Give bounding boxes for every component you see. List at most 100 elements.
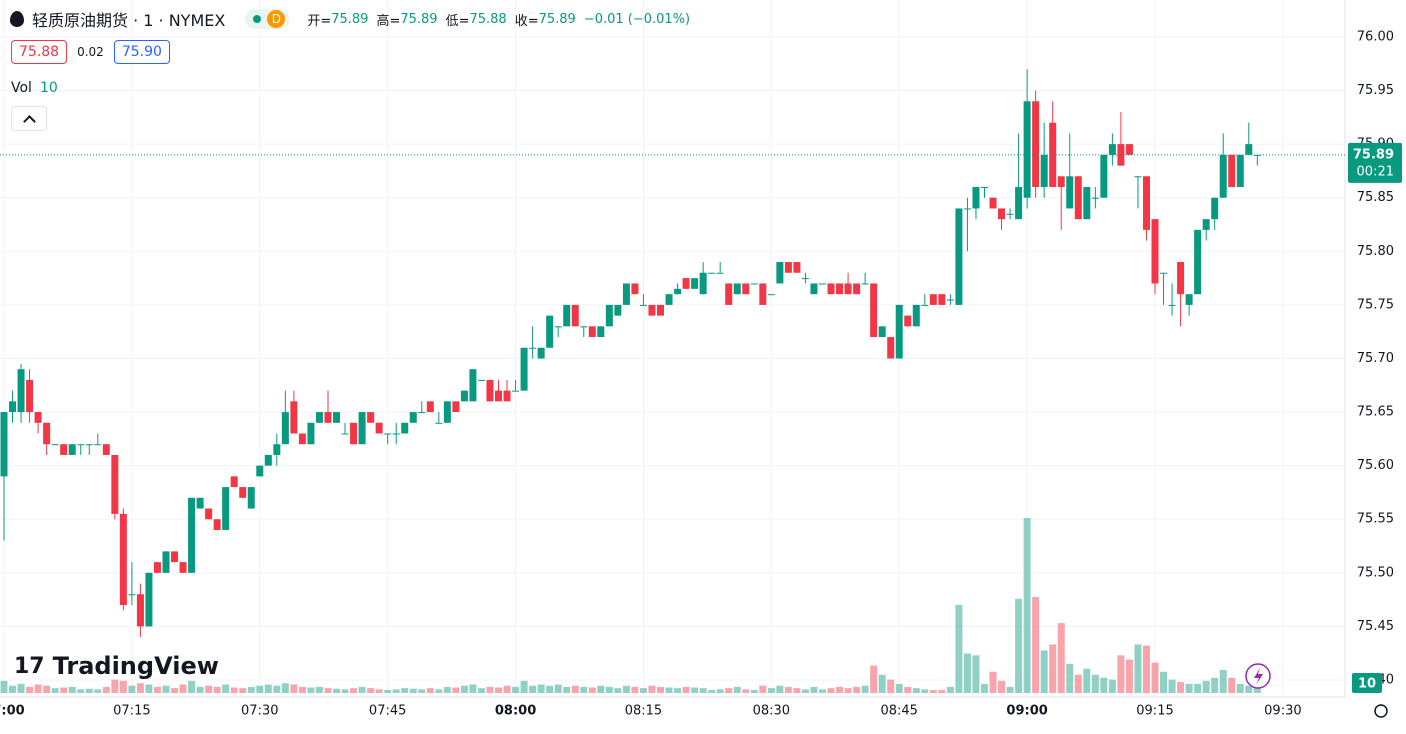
candle-body <box>162 551 170 573</box>
candle-body <box>68 444 76 455</box>
y-tick-label: 75.55 <box>1357 512 1394 527</box>
volume-bar <box>1194 683 1202 693</box>
collapse-button[interactable] <box>11 106 47 131</box>
x-tick-label: 09:00 <box>1006 704 1047 719</box>
volume-bar <box>1134 644 1142 693</box>
x-tick-label: 07:15 <box>113 704 150 719</box>
volume-bar <box>801 689 809 693</box>
candle-body <box>853 283 861 295</box>
volume-bar <box>1211 677 1219 693</box>
candle-body <box>94 444 102 446</box>
volume-bar <box>1083 668 1091 693</box>
candle-body <box>503 390 511 402</box>
candle-body <box>9 401 17 413</box>
candle-body <box>1134 176 1142 178</box>
volume-bar <box>853 686 861 693</box>
volume-bar <box>0 680 8 693</box>
last-price-label: 75.89 <box>1353 147 1394 162</box>
ask-button[interactable]: 75.90 <box>113 40 170 64</box>
volume-bar <box>34 684 42 693</box>
candle-body <box>784 262 792 273</box>
countdown-label: 00:21 <box>1357 164 1394 179</box>
volume-bar <box>529 685 537 693</box>
volume-bar <box>1151 662 1159 693</box>
volume-bar <box>1091 674 1099 693</box>
candle-body <box>196 497 204 509</box>
candle-body <box>929 294 937 305</box>
volume-bar <box>537 684 545 693</box>
candle-body <box>495 390 503 402</box>
candle-body <box>486 379 494 402</box>
bid-button[interactable]: 75.88 <box>11 40 68 64</box>
volume-bar <box>1228 677 1236 693</box>
candle-body <box>1151 219 1159 284</box>
x-tick-label: 07:30 <box>241 704 278 719</box>
candle-body <box>1219 154 1227 198</box>
candle-body <box>776 262 784 284</box>
candle-body <box>844 283 852 295</box>
volume-bar <box>904 686 912 693</box>
candle-body <box>699 272 707 295</box>
volume-bar <box>699 688 707 693</box>
volume-bar <box>1117 655 1125 693</box>
volume-bar <box>128 685 136 693</box>
candle-body <box>1194 229 1202 295</box>
y-tick-label: 75.75 <box>1357 297 1394 312</box>
candle-body <box>188 497 196 573</box>
candle-body <box>1023 101 1031 198</box>
ohlc-label: 高= <box>376 13 401 29</box>
volume-bar <box>1160 671 1168 693</box>
candle-body <box>1083 187 1091 220</box>
candle-body <box>878 326 886 338</box>
candle-body <box>938 294 946 305</box>
candle-body <box>1125 144 1133 155</box>
ohlc-value: 75.88 <box>469 11 507 27</box>
settings-icon[interactable] <box>1374 704 1388 718</box>
candle-body <box>1202 219 1210 230</box>
candle-body <box>827 283 835 295</box>
volume-bar <box>136 683 144 693</box>
volume-bar <box>818 689 826 693</box>
candle-body <box>801 278 809 280</box>
candle-body <box>648 304 656 316</box>
volume-bar <box>554 684 562 693</box>
volume-bar <box>682 686 690 693</box>
candle-body <box>460 390 468 402</box>
volume-bar <box>341 689 349 693</box>
volume-bar <box>767 688 775 693</box>
candle-body <box>818 283 826 285</box>
volume-bar <box>503 685 511 693</box>
volume-bar <box>196 686 204 693</box>
candle-body <box>1032 101 1040 188</box>
candle-body <box>1177 262 1185 295</box>
volume-bar <box>281 683 289 693</box>
volume-bar <box>725 688 733 693</box>
candle-body <box>401 422 409 434</box>
candle-body <box>418 412 426 414</box>
volume-bar <box>171 688 179 693</box>
ohlc-label: 开= <box>307 13 332 29</box>
y-tick-label: 75.50 <box>1357 565 1394 580</box>
volume-value: 10 <box>39 80 58 96</box>
volume-bar <box>563 686 571 693</box>
candle-body <box>375 422 383 434</box>
candle-body <box>921 304 929 306</box>
volume-bar <box>1185 683 1193 693</box>
candle-body <box>537 347 545 359</box>
candle-body <box>665 294 673 305</box>
candle-body <box>222 487 230 530</box>
candle-body <box>1006 213 1014 215</box>
quote-row: 75.88 0.02 75.90 <box>11 40 170 64</box>
volume-bar <box>708 689 716 693</box>
candle-body <box>512 390 520 392</box>
candle-body <box>298 433 306 445</box>
volume-bar <box>597 685 605 693</box>
volume-bar <box>1219 669 1227 693</box>
volume-bar <box>247 686 255 693</box>
volume-bar <box>469 684 477 693</box>
volume-bar <box>1015 598 1023 693</box>
candle-body <box>588 326 596 338</box>
brand-logo: 17 TradingView <box>14 652 219 680</box>
status-pill[interactable]: D <box>245 9 290 29</box>
